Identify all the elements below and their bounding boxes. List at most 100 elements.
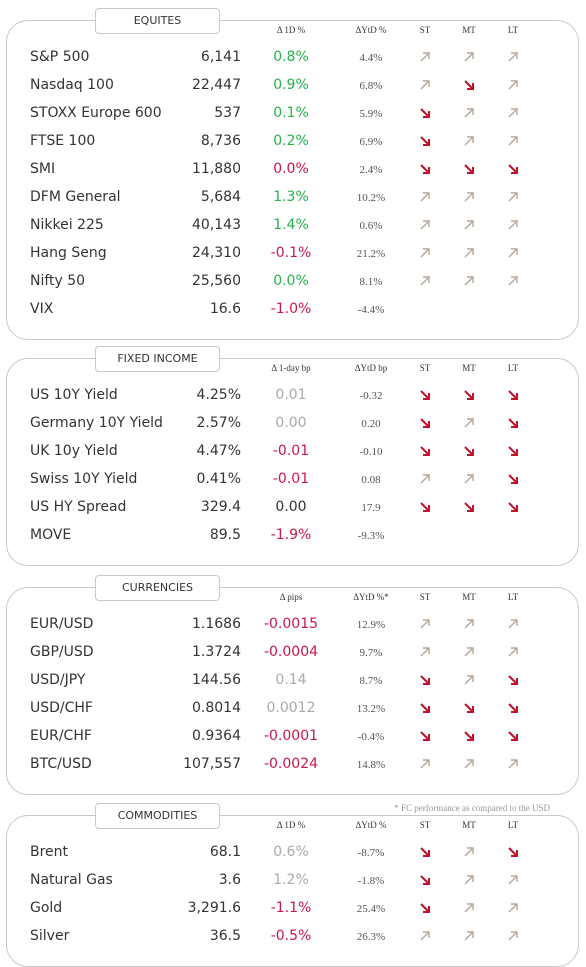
trend-arrow <box>508 220 518 230</box>
row-change: -0.01 <box>272 443 310 459</box>
trend-arrow <box>464 474 474 484</box>
column-header: MT <box>462 592 476 602</box>
row-ytd: 13.2% <box>356 703 386 715</box>
section-tab: COMMODITIES <box>95 803 220 829</box>
trend-arrow <box>420 731 430 741</box>
trend-arrow <box>420 619 430 629</box>
trend-arrow <box>420 276 430 286</box>
row-change: 0.6% <box>273 844 309 860</box>
row-value: 36.5 <box>209 928 241 944</box>
trend-arrow <box>508 759 518 769</box>
row-ytd: 12.9% <box>356 619 386 631</box>
trend-arrow <box>508 474 518 484</box>
row-name: USD/CHF <box>30 700 93 716</box>
row-name: Nikkei 225 <box>30 217 104 233</box>
row-ytd: -4.4% <box>357 304 385 316</box>
row-change: 0.2% <box>273 133 309 149</box>
trend-arrow <box>464 390 474 400</box>
row-change: 0.00 <box>275 415 307 431</box>
row-ytd: -0.32 <box>359 390 383 402</box>
trend-arrow <box>508 703 518 713</box>
trend-arrow <box>464 80 474 90</box>
row-ytd: 4.4% <box>359 52 383 64</box>
column-header: Δ 1D % <box>276 820 306 830</box>
row-change: -0.1% <box>270 245 312 261</box>
row-change: 0.00 <box>275 499 307 515</box>
panel <box>6 358 579 566</box>
row-ytd: 8.7% <box>359 675 383 687</box>
row-ytd: -0.10 <box>359 446 383 458</box>
trend-arrow <box>508 847 518 857</box>
trend-arrow <box>508 80 518 90</box>
row-name: DFM General <box>30 189 121 205</box>
row-ytd: 6.9% <box>359 136 383 148</box>
row-name: Natural Gas <box>30 872 113 888</box>
trend-arrow <box>420 931 430 941</box>
trend-arrow <box>508 136 518 146</box>
column-header: ST <box>419 820 431 830</box>
row-name: EUR/USD <box>30 616 94 632</box>
row-change: 1.3% <box>273 189 309 205</box>
column-header: MT <box>462 25 476 35</box>
row-value: 3.6 <box>218 872 241 888</box>
section-tab: FIXED INCOME <box>95 346 220 372</box>
row-ytd: -8.7% <box>357 847 385 859</box>
trend-arrow <box>508 875 518 885</box>
column-header: MT <box>462 820 476 830</box>
trend-arrow <box>464 703 474 713</box>
column-header: LT <box>507 363 519 373</box>
row-name: US 10Y Yield <box>30 387 118 403</box>
trend-arrow <box>464 731 474 741</box>
trend-arrow <box>420 647 430 657</box>
column-header: Δ 1-day bp <box>271 363 311 373</box>
row-ytd: -1.8% <box>357 875 385 887</box>
panel <box>6 20 579 340</box>
column-header: ST <box>419 25 431 35</box>
row-change: -0.0001 <box>263 728 319 744</box>
row-change: 0.0% <box>273 273 309 289</box>
trend-arrow <box>508 390 518 400</box>
trend-arrow <box>464 276 474 286</box>
row-value: 0.8014 <box>192 700 241 716</box>
trend-arrow <box>420 220 430 230</box>
row-name: GBP/USD <box>30 644 94 660</box>
column-header: Δ 1D % <box>276 25 306 35</box>
trend-arrow <box>464 847 474 857</box>
trend-arrow <box>420 52 430 62</box>
row-value: 4.25% <box>196 387 241 403</box>
row-value: 22,447 <box>192 77 241 93</box>
row-ytd: 0.08 <box>361 474 381 486</box>
row-ytd: 6.8% <box>359 80 383 92</box>
trend-arrow <box>464 619 474 629</box>
row-ytd: 14.8% <box>356 759 386 771</box>
trend-arrow <box>508 675 518 685</box>
row-value: 8,736 <box>200 133 241 149</box>
trend-arrow <box>420 418 430 428</box>
trend-arrow <box>508 903 518 913</box>
trend-arrow <box>464 164 474 174</box>
trend-arrow <box>420 675 430 685</box>
column-header: ΔYtD % <box>355 820 387 830</box>
row-value: 329.4 <box>200 499 241 515</box>
row-name: S&P 500 <box>30 49 90 65</box>
row-change: -1.1% <box>270 900 312 916</box>
trend-arrow <box>420 164 430 174</box>
row-value: 0.41% <box>196 471 241 487</box>
trend-arrow <box>464 675 474 685</box>
row-change: 1.4% <box>273 217 309 233</box>
row-value: 3,291.6 <box>187 900 241 916</box>
row-name: EUR/CHF <box>30 728 92 744</box>
trend-arrow <box>464 647 474 657</box>
trend-arrow <box>420 108 430 118</box>
row-value: 144.56 <box>192 672 241 688</box>
trend-arrow <box>464 875 474 885</box>
row-change: 0.9% <box>273 77 309 93</box>
row-change: 0.14 <box>275 672 307 688</box>
row-change: -0.0024 <box>263 756 319 772</box>
trend-arrow <box>508 164 518 174</box>
trend-arrow <box>420 474 430 484</box>
trend-arrow <box>464 52 474 62</box>
trend-arrow <box>464 136 474 146</box>
trend-arrow <box>508 931 518 941</box>
